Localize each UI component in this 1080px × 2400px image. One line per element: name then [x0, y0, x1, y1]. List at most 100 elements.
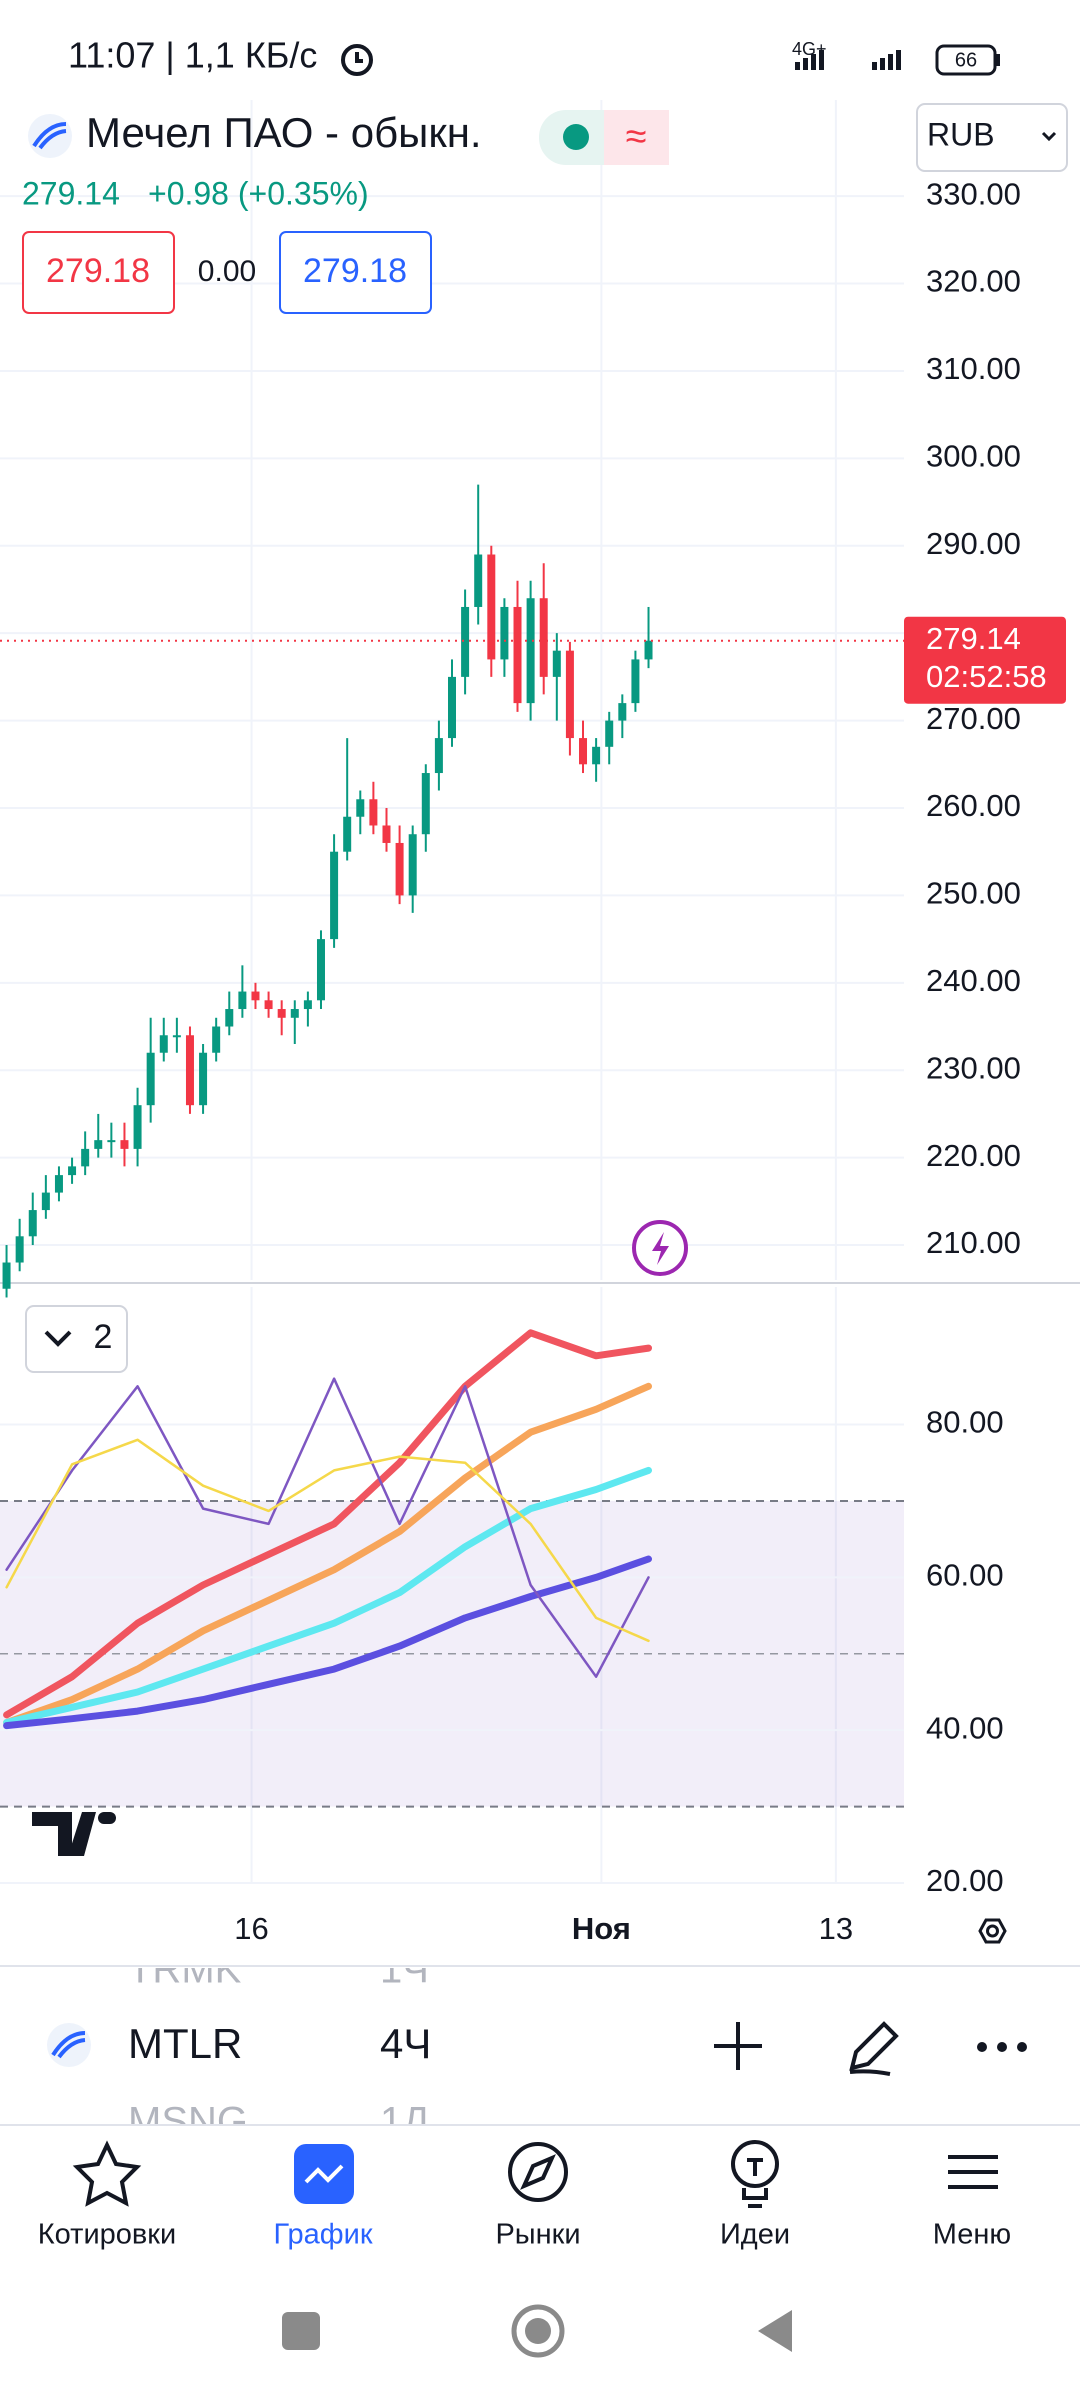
add-button[interactable] — [714, 2022, 762, 2070]
candle-body — [500, 606, 509, 660]
chart-layer: 210.00220.00230.00240.00250.00260.00270.… — [0, 100, 1080, 1946]
candle-body — [159, 1035, 168, 1053]
y-tick-label: 250.00 — [926, 876, 1021, 911]
indicator-toggle[interactable] — [25, 1305, 128, 1373]
sell-button[interactable] — [22, 231, 175, 314]
nav-quotes-label[interactable]: Котировки — [38, 2219, 176, 2251]
candle-body — [579, 738, 588, 765]
battery-outline — [935, 44, 997, 76]
y-tick-label: 40.00 — [926, 1710, 1004, 1745]
symbol-logo-mark — [32, 122, 67, 150]
candle-body — [15, 1236, 24, 1263]
prev-interval: 1Ч — [380, 1948, 429, 1992]
symbol-title[interactable]: Мечел ПАО - обыкн. — [86, 109, 482, 156]
toolbar-scroll: TRMK 1Ч MSNG 1Д — [128, 1948, 429, 2144]
candle-body — [592, 746, 601, 765]
y-tick-label: 270.00 — [926, 701, 1021, 736]
candle-body — [618, 703, 627, 721]
indicator-chevron — [44, 1330, 72, 1347]
next-symbol: MSNG — [128, 2100, 248, 2144]
candle-body — [28, 1210, 37, 1237]
candle-body — [316, 939, 325, 1001]
last-price-tag-value: 279.14 — [926, 621, 1021, 656]
candle-body — [81, 1148, 90, 1167]
candle-body — [395, 842, 404, 896]
x-tick-label: 13 — [819, 1911, 853, 1946]
candle-body — [330, 851, 339, 940]
candle-body — [146, 1052, 155, 1106]
settings-icon[interactable] — [978, 1918, 1007, 1944]
candle-body — [277, 1009, 286, 1018]
candle-body — [120, 1140, 129, 1149]
nav-quotes-icon[interactable] — [72, 2140, 142, 2207]
nav-chart-label[interactable]: График — [273, 2219, 372, 2251]
alarm-icon — [341, 44, 373, 76]
nav-ideas-label[interactable]: Идеи — [720, 2219, 790, 2251]
status-time: 11:07 | 1,1 КБ/с — [68, 35, 317, 76]
market-status-pill-right — [604, 110, 669, 165]
indicator-count: 2 — [94, 1318, 113, 1356]
toolbar-logo-mark — [51, 2031, 86, 2059]
market-open-dot — [563, 124, 589, 150]
candle-body — [513, 606, 522, 704]
y-tick-label: 80.00 — [926, 1405, 1004, 1440]
x-tick-label: Ноя — [572, 1911, 631, 1946]
tv-logo-dot — [98, 1812, 116, 1824]
candle-body — [290, 1009, 299, 1018]
sys-home[interactable] — [511, 2304, 565, 2358]
indicator-line — [5, 1438, 650, 1643]
y-tick-label: 310.00 — [926, 351, 1021, 386]
nav-menu-icon[interactable] — [948, 2155, 998, 2189]
more-button[interactable] — [977, 2042, 1027, 2052]
sys-back[interactable] — [758, 2310, 792, 2352]
settings-icon-dot — [986, 1924, 999, 1938]
y-tick-label: 300.00 — [926, 439, 1021, 474]
y-tick-label: 220.00 — [926, 1138, 1021, 1173]
candle-body — [565, 650, 574, 739]
currency-select[interactable] — [916, 103, 1068, 172]
indicator-line — [3, 1466, 652, 1726]
candle-body — [251, 991, 260, 1001]
buy-button[interactable] — [279, 231, 432, 314]
nav-markets-label[interactable]: Рынки — [495, 2219, 580, 2251]
candle-body — [225, 1009, 234, 1027]
candle-body — [54, 1175, 63, 1193]
candle-body — [552, 650, 561, 677]
sys-recents[interactable] — [282, 2312, 320, 2350]
x-tick-label: 16 — [234, 1911, 268, 1946]
toolbar-interval[interactable]: 4Ч — [380, 2020, 431, 2067]
battery-tip — [996, 54, 1000, 66]
alerts-icon — [652, 1232, 669, 1265]
y-tick-label: 20.00 — [926, 1863, 1004, 1898]
indicator-line — [3, 1382, 652, 1726]
tv-logo — [32, 1812, 96, 1856]
candle-body — [526, 598, 535, 704]
candle-body — [185, 1035, 194, 1106]
last-price: 279.14 — [22, 175, 120, 211]
candle-body — [448, 676, 456, 739]
candle-body — [539, 598, 548, 677]
candle-body — [303, 1000, 312, 1010]
y-tick-label: 230.00 — [926, 1050, 1021, 1085]
y-tick-label: 260.00 — [926, 788, 1021, 823]
candle-body — [644, 640, 653, 660]
candle-body — [474, 554, 483, 607]
candle-body — [199, 1052, 208, 1106]
draw-button[interactable] — [849, 2021, 899, 2076]
network-type: 4G+ — [792, 39, 827, 59]
price-change: +0.98 (+0.35%) — [148, 175, 369, 211]
candle-body — [434, 738, 443, 774]
next-interval: 1Д — [380, 2100, 429, 2144]
candle-body — [264, 1000, 273, 1010]
candle-body — [107, 1140, 116, 1143]
nav-markets-icon[interactable] — [508, 2142, 568, 2202]
indicator-line — [3, 1329, 652, 1719]
nav-ideas-icon[interactable] — [731, 2140, 779, 2188]
toolbar-symbol[interactable]: MTLR — [128, 2020, 242, 2067]
nav-menu-label[interactable]: Меню — [933, 2219, 1011, 2251]
candle-body — [68, 1166, 77, 1176]
currency-chevron — [1041, 131, 1057, 142]
candle-body — [356, 799, 365, 817]
